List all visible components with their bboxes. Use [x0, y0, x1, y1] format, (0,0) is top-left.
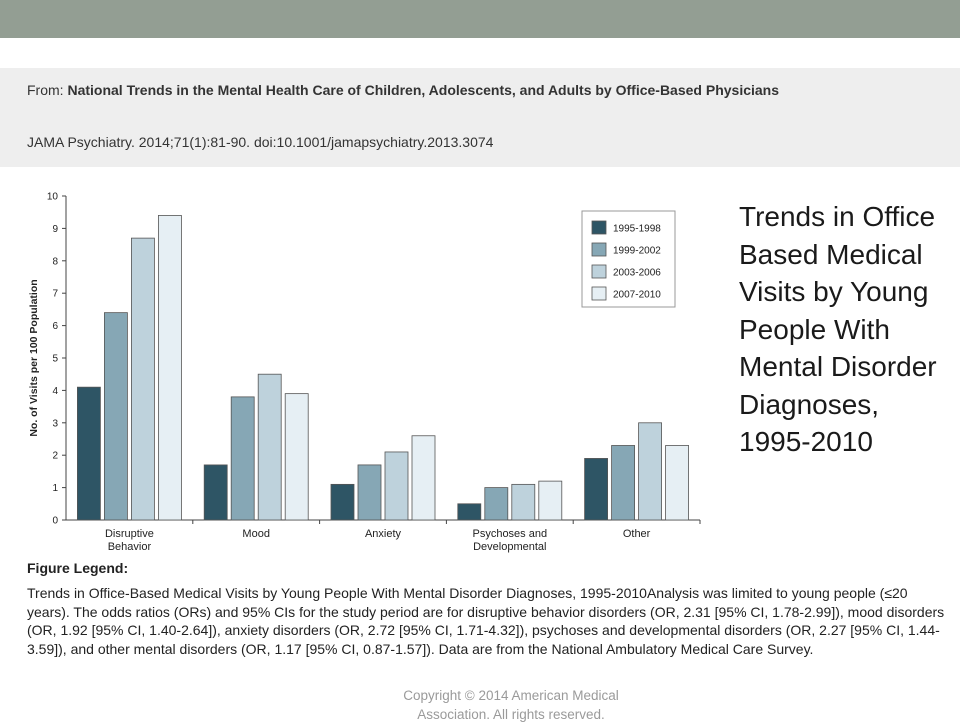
- bar: [330, 483, 355, 521]
- bar: [230, 396, 255, 521]
- x-tick-label: Other: [623, 528, 651, 540]
- top-banner: [0, 0, 960, 38]
- bar: [484, 487, 509, 521]
- from-prefix: From:: [27, 82, 64, 98]
- y-tick-label: 8: [52, 256, 58, 267]
- x-tick-label: Developmental: [473, 541, 546, 553]
- bar: [538, 480, 563, 521]
- journal-citation: JAMA Psychiatry. 2014;71(1):81-90. doi:1…: [27, 134, 494, 150]
- copyright-notice: Copyright © 2014 American Medical Associ…: [403, 688, 619, 722]
- y-tick-label: 7: [52, 289, 58, 300]
- slide-title: Trends in Office Based Medical Visits by…: [739, 201, 937, 457]
- bar: [131, 237, 155, 521]
- y-tick-label: 5: [52, 354, 58, 365]
- y-tick-label: 9: [52, 224, 58, 235]
- y-tick-label: 2: [52, 451, 58, 462]
- legend-entry: 2003-2006: [613, 268, 661, 279]
- bar: [665, 445, 689, 521]
- y-tick-label: 1: [52, 483, 58, 494]
- x-tick-label: Mood: [242, 528, 270, 540]
- article-title: National Trends in the Mental Health Car…: [67, 82, 780, 98]
- bar: [357, 464, 382, 521]
- bar: [611, 445, 635, 521]
- bar: [104, 312, 128, 521]
- bar: [584, 458, 608, 521]
- figure-legend-label: Figure Legend:: [27, 560, 129, 576]
- bar: [511, 483, 536, 521]
- bar: [411, 435, 436, 521]
- x-tick-label: Psychoses and: [472, 528, 547, 540]
- bar: [203, 464, 228, 521]
- y-tick-label: 4: [52, 386, 58, 397]
- legend-entry: 1999-2002: [613, 246, 661, 257]
- y-axis-label: No. of Visits per 100 Population: [28, 279, 40, 436]
- x-tick-label: Anxiety: [365, 528, 402, 540]
- citation-header: [0, 68, 960, 167]
- bar: [284, 393, 309, 521]
- legend-entry: 2007-2010: [613, 290, 661, 301]
- bar: [77, 386, 101, 521]
- legend-swatch: [591, 220, 607, 235]
- bar: [257, 373, 282, 521]
- source-line: From: National Trends in the Mental Heal…: [27, 80, 867, 101]
- x-tick-label: Disruptive: [105, 528, 154, 540]
- y-tick-label: 0: [52, 516, 58, 527]
- y-tick-label: 3: [52, 418, 58, 429]
- legend-swatch: [591, 264, 607, 279]
- bar: [457, 503, 482, 521]
- y-tick-label: 6: [52, 321, 58, 332]
- legend-swatch: [591, 242, 607, 257]
- bar-chart: 0 1 2 3 4 5 6 7 8 9 10 No. of Visits per 100 Popula…: [25, 183, 705, 563]
- legend-swatch: [591, 286, 607, 301]
- bar: [638, 422, 662, 521]
- x-tick-label: Behavior: [108, 541, 152, 553]
- y-tick-label: 10: [47, 192, 59, 203]
- chart-svg: 0 1 2 3 4 5 6 7 8 9 10 No. of Visits per 100 Popula…: [28, 192, 701, 553]
- figure-legend-text: Trends in Office-Based Medical Visits by…: [27, 585, 945, 657]
- bar: [384, 451, 409, 521]
- bar: [157, 215, 182, 521]
- legend-entry: 1995-1998: [613, 224, 661, 235]
